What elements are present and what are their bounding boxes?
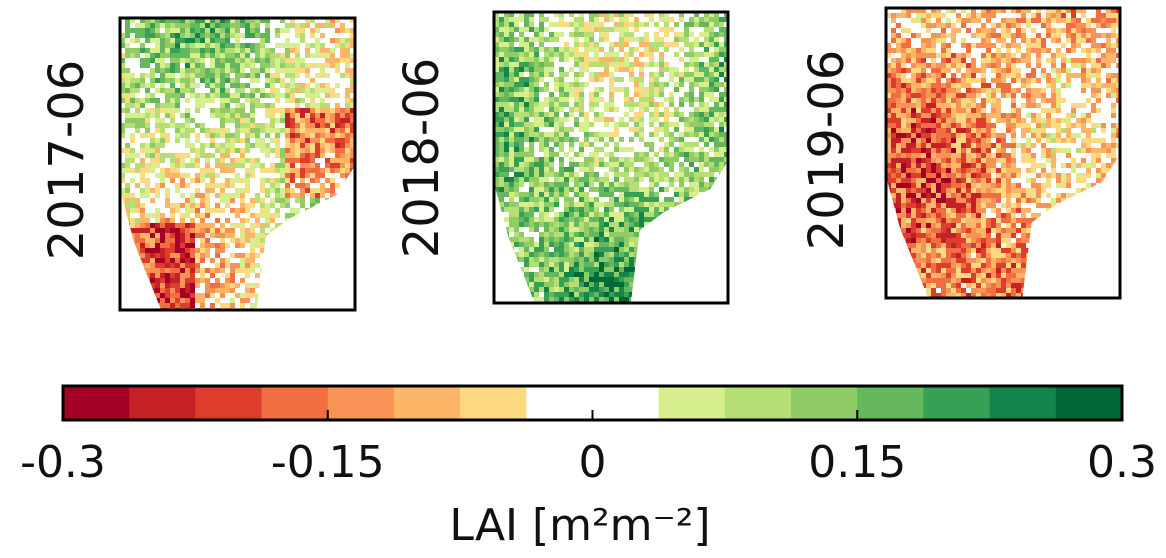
colorbar-tick-label: 0.3 <box>1087 437 1157 488</box>
panel-label: 2019-06 <box>799 50 855 251</box>
colorbar-segment <box>261 386 329 420</box>
colorbar-segment <box>791 386 858 420</box>
map-frame <box>492 10 730 305</box>
map-cells <box>120 108 355 310</box>
map-clip <box>494 12 728 303</box>
map-cells <box>886 8 1120 248</box>
colorbar-segment <box>923 386 991 420</box>
map-cells <box>886 8 1120 298</box>
colorbar-segment <box>393 386 461 420</box>
map-frame <box>118 16 357 312</box>
map <box>118 16 357 312</box>
colorbar-segment <box>658 386 726 420</box>
map-cells <box>175 18 225 68</box>
map-cells <box>120 108 355 310</box>
map-cells <box>886 8 1120 298</box>
colorbar-segment <box>129 386 196 420</box>
map-viewport <box>120 18 355 310</box>
colorbar-segment <box>857 386 924 420</box>
colorbar-segment <box>989 386 1057 420</box>
maps: 2017-06 2018-06 2019-06 <box>39 6 1122 312</box>
map-cells <box>886 8 1120 298</box>
map-cells <box>494 17 728 303</box>
map-frame <box>884 6 1122 300</box>
map <box>492 10 730 305</box>
map-cells <box>120 18 355 310</box>
colorbar-segment <box>592 386 660 420</box>
colorbar-segment <box>526 386 593 420</box>
colorbar-segment <box>460 386 527 420</box>
colorbar-segment <box>63 386 130 420</box>
clipped <box>120 18 355 310</box>
colorbar-segment <box>724 386 792 420</box>
map-viewport <box>886 8 1120 298</box>
map-viewport <box>494 12 728 303</box>
map-cells <box>494 12 728 303</box>
colorbar-label: LAI [m²m⁻²] <box>449 500 710 551</box>
map <box>884 6 1122 300</box>
map-clip <box>886 8 1120 298</box>
panel-label: 2018-06 <box>394 58 450 259</box>
map-cells <box>916 8 1116 213</box>
colorbar-tick-label: -0.3 <box>20 437 106 488</box>
map-cells <box>499 57 728 303</box>
map-cells <box>1041 113 1096 153</box>
map-cells <box>891 108 1111 298</box>
colorbar-tick-label: 0.15 <box>808 437 906 488</box>
clipped <box>886 8 1120 298</box>
map-clip <box>120 18 355 310</box>
map-cells <box>494 12 728 303</box>
panel-label: 2017-06 <box>39 60 95 261</box>
colorbar-tick-label: -0.15 <box>271 437 385 488</box>
colorbar-segment <box>327 386 395 420</box>
colorbar: -0.3 -0.15 0 0.15 0.3 <box>20 384 1157 488</box>
colorbar-tick-label: 0 <box>579 437 607 488</box>
colorbar-segment <box>195 386 263 420</box>
map-cells <box>120 18 355 310</box>
map-cells <box>886 8 1120 298</box>
clipped <box>494 12 728 303</box>
colorbar-segment <box>1055 386 1123 420</box>
